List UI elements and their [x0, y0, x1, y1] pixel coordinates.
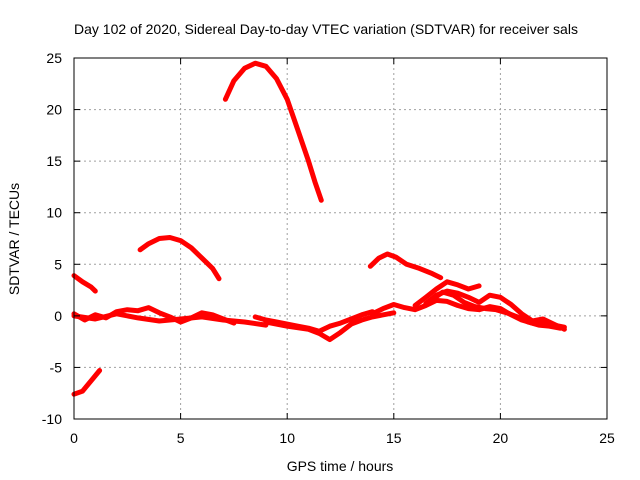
series-arc-4 [71, 273, 98, 294]
series-arc-3 [367, 251, 444, 281]
axis-ticks: 0 5 10 15 20 25 -10 -5 0 5 10 15 20 25 [42, 50, 615, 446]
y-axis-label: SDTVAR / TECUs [6, 183, 22, 295]
x-tick-label: 10 [279, 430, 295, 446]
y-tick-label: 20 [46, 102, 62, 118]
x-axis-label: GPS time / hours [287, 458, 394, 474]
series-arc-12 [412, 279, 482, 308]
y-tick-label: 10 [46, 205, 62, 221]
x-tick-label: 0 [70, 430, 78, 446]
y-tick-label: 25 [46, 50, 62, 66]
x-tick-label: 20 [493, 430, 509, 446]
y-tick-label: 15 [46, 153, 62, 169]
y-tick-label: 0 [54, 308, 62, 324]
y-tick-label: -5 [50, 359, 63, 375]
y-tick-label: 5 [54, 256, 62, 272]
plot-frame [73, 57, 608, 420]
series-arc-7 [71, 311, 269, 328]
series-arc-13 [429, 289, 563, 331]
x-tick-label: 25 [599, 430, 615, 446]
series-arc-5 [71, 368, 103, 397]
x-tick-label: 15 [386, 430, 402, 446]
grid-lines [74, 58, 607, 419]
y-tick-label: -10 [42, 411, 62, 427]
chart-title: Day 102 of 2020, Sidereal Day-to-day VTE… [74, 21, 578, 37]
data-series [71, 60, 567, 397]
series-arc-2 [137, 235, 222, 282]
series-arc-9 [263, 310, 397, 343]
series-arc-1 [222, 60, 324, 203]
x-tick-label: 5 [177, 430, 185, 446]
